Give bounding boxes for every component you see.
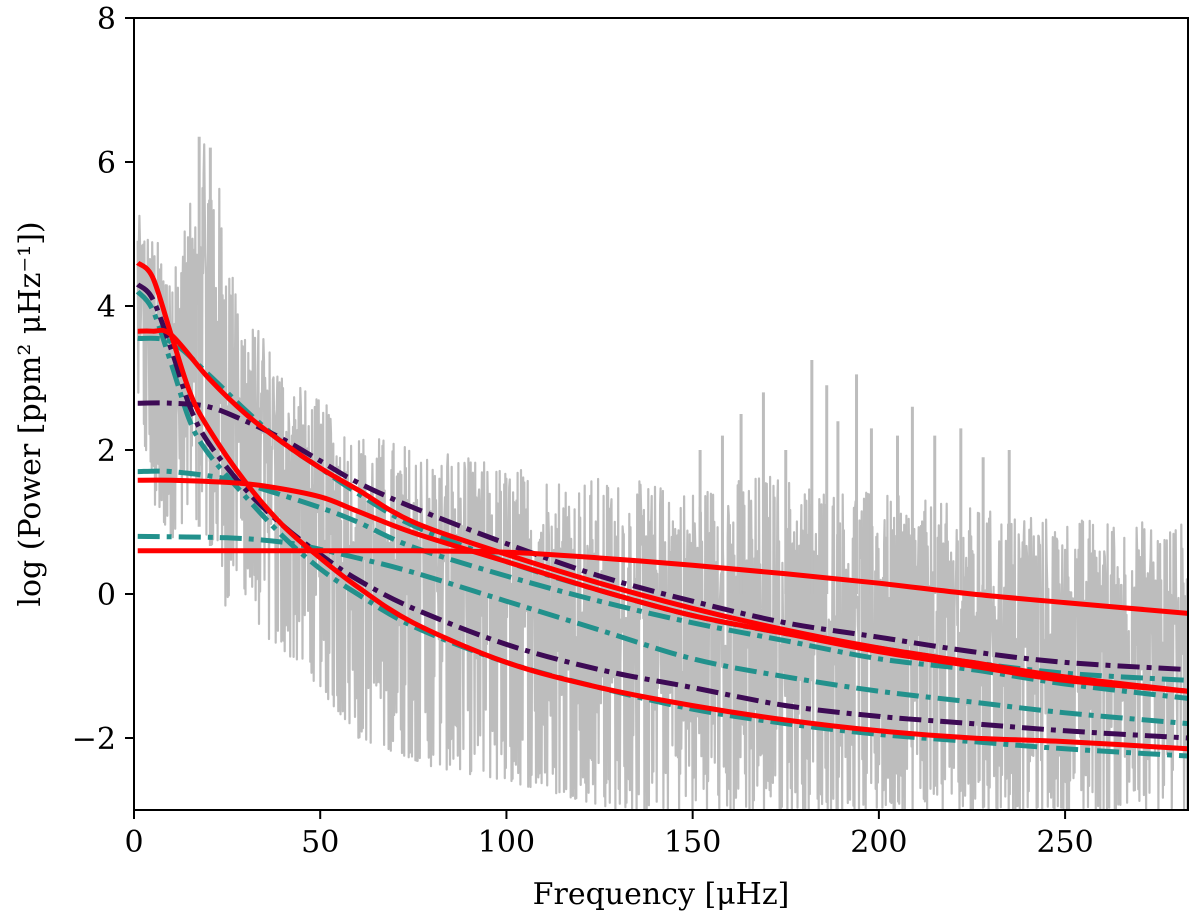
x-tick-label: 150 (664, 825, 721, 860)
red-model-2-curve (137, 327, 1188, 694)
y-tick-label: 4 (97, 290, 116, 325)
x-tick-label: 100 (478, 825, 535, 860)
purple-model-2-curve (137, 400, 1188, 673)
teal-model-4-curve (137, 533, 1188, 727)
model-curves-layer (135, 260, 1188, 759)
x-tick-label: 50 (301, 825, 339, 860)
plot-frame (133, 17, 1189, 811)
y-tick-label: −2 (72, 722, 116, 757)
purple-model-1-curve (135, 282, 1188, 741)
y-axis-label: log (Power [ppm² μHz⁻¹]) (13, 221, 48, 606)
y-tick-label: 2 (97, 434, 116, 469)
y-axis: −2 0 2 4 6 8 (72, 2, 134, 757)
x-axis-label: Frequency [μHz] (533, 877, 790, 912)
y-tick-label: 8 (97, 2, 116, 37)
y-tick-label: 6 (97, 146, 116, 181)
x-tick-label: 0 (124, 825, 143, 860)
red-model-4-curve (137, 548, 1188, 616)
red-model-3-curve (137, 477, 1188, 694)
x-tick-label: 250 (1036, 825, 1093, 860)
red-model-1-curve (135, 260, 1188, 752)
x-axis: 0 50 100 150 200 250 (124, 810, 1094, 860)
y-tick-label: 0 (97, 578, 116, 613)
x-tick-label: 200 (850, 825, 907, 860)
